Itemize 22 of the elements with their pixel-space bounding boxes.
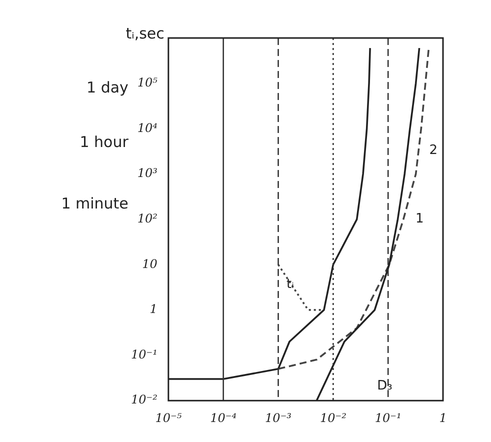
- x-tick-label: 10⁻⁴: [210, 410, 237, 425]
- y-tick-label: 10⁵: [137, 75, 158, 90]
- annotation: D₃: [377, 378, 392, 394]
- y-tick-label: 10³: [137, 166, 158, 180]
- x-tick-label: 10⁻¹: [374, 410, 402, 425]
- annotation: 2: [429, 142, 438, 158]
- x-tick-label: 1: [439, 410, 447, 425]
- y-tick-label: 10: [142, 256, 158, 271]
- y-tick-label: 10²: [137, 211, 158, 226]
- y-tick-label: 10⁴: [137, 120, 158, 135]
- y-axis-title: tᵢ,sec: [126, 24, 164, 42]
- x-tick-label: 10⁻⁵: [155, 410, 182, 425]
- y-tick-label: 10⁻²: [130, 392, 158, 407]
- text: 1 minute: [61, 194, 128, 213]
- text: 1 hour: [80, 133, 130, 152]
- text: 1 day: [86, 78, 129, 97]
- annotation: 1: [416, 212, 424, 227]
- x-tick-label: 10⁻³: [265, 410, 292, 425]
- y-tick-label: 1: [150, 302, 158, 316]
- y-tick-label: 10⁻¹: [130, 347, 158, 362]
- annotation: tᵢ: [286, 276, 294, 292]
- x-tick-label: 10⁻²: [320, 410, 347, 425]
